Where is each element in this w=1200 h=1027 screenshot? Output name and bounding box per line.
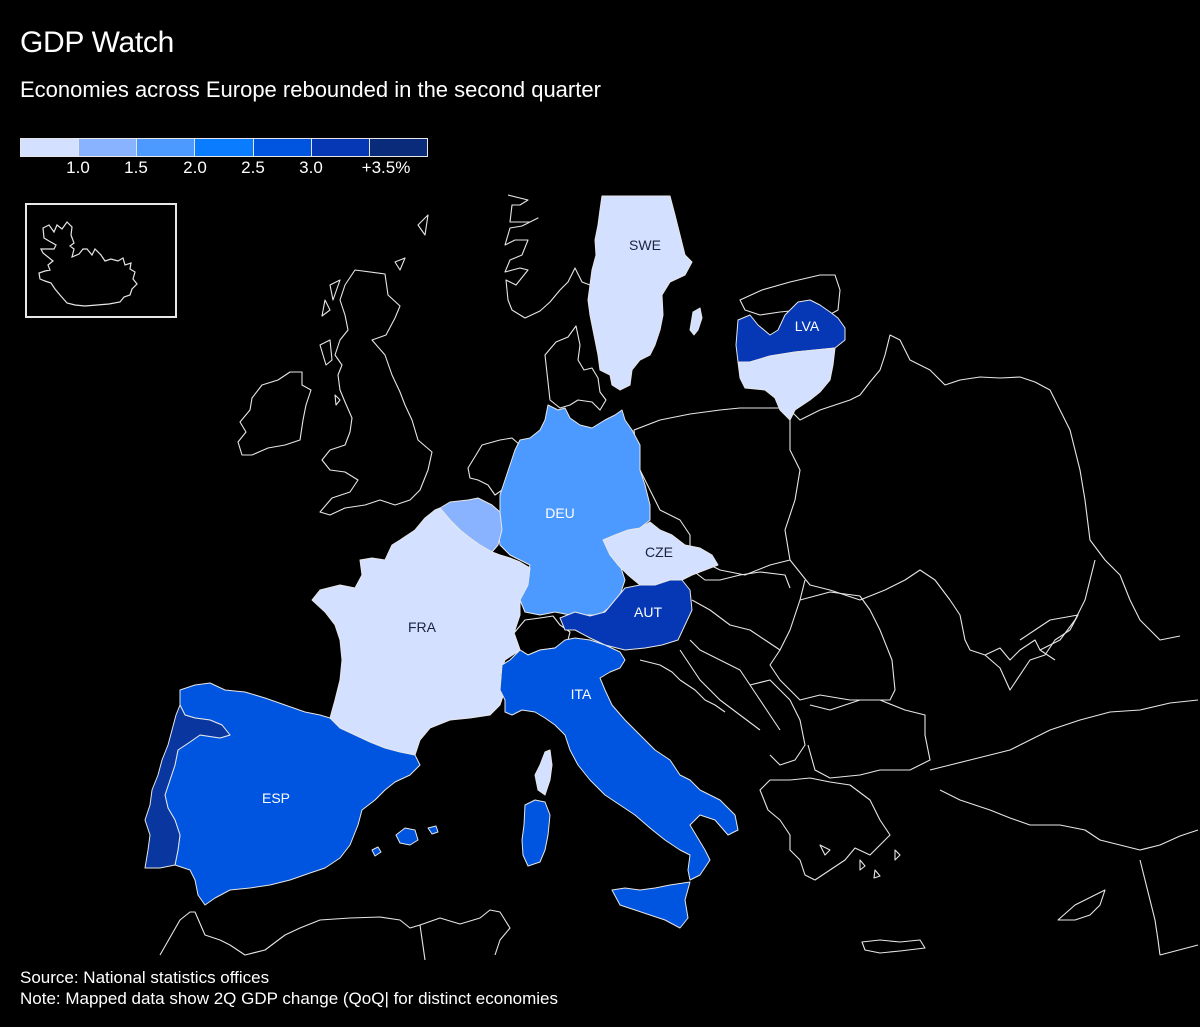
cyprus-outline <box>1057 889 1106 921</box>
serbia-borders <box>749 679 806 766</box>
country-swe <box>587 195 693 391</box>
legend-tick: 2.0 <box>183 158 207 177</box>
country-prt <box>144 704 231 869</box>
source-note: Source: National statistics offices <box>20 968 270 987</box>
label-deu: DEU <box>545 505 575 521</box>
legend-swatch-3 <box>195 139 254 156</box>
country-esp-balearics <box>395 827 419 846</box>
iceland-outline <box>38 221 138 307</box>
legend-tick: 1.5 <box>124 158 148 177</box>
legend-swatch-2 <box>137 139 196 156</box>
country-cze <box>602 521 719 586</box>
romania-outline <box>769 591 896 701</box>
greece-outline <box>759 777 891 881</box>
legend-swatch-4 <box>253 139 312 156</box>
country-ita-sardinia <box>521 799 551 867</box>
label-esp: ESP <box>262 790 290 806</box>
poland-outline <box>633 407 801 576</box>
legend-tick: 2.5 <box>241 158 265 177</box>
country-esp-ibiza <box>371 846 382 857</box>
north-africa-coast <box>159 909 511 956</box>
country-esp-menorca <box>427 825 439 835</box>
label-cze: CZE <box>645 544 673 560</box>
legend-ticks: 1.0 1.5 2.0 2.5 3.0 +3.5% <box>20 157 428 179</box>
legend-swatch-5 <box>311 139 370 156</box>
label-fra: FRA <box>408 619 437 635</box>
filled-countries <box>144 195 846 929</box>
label-swe: SWE <box>629 237 661 253</box>
country-borders <box>159 194 1199 960</box>
middle-east-coast <box>1139 859 1199 956</box>
norway-outline <box>504 194 596 319</box>
country-ita-sicily <box>611 881 691 929</box>
chart-title: GDP Watch <box>20 26 175 59</box>
crimea-outline <box>984 614 1079 691</box>
turkey-coast <box>929 699 1199 771</box>
bulgaria-outline <box>807 699 931 779</box>
country-ltu <box>737 347 836 421</box>
estonia-outline <box>739 274 841 321</box>
label-aut: AUT <box>634 604 662 620</box>
hungary-romania-border <box>691 579 806 651</box>
footer: Source: National statistics offices Note… <box>20 967 558 1009</box>
legend-swatch-0 <box>21 139 80 156</box>
croatia-bosnia-borders <box>679 639 781 731</box>
legend-bar <box>20 138 428 157</box>
europe-map: SWE LVA DEU CZE AUT FRA ITA ESP <box>144 194 1199 960</box>
country-fra-corsica <box>534 749 553 796</box>
country-aut <box>559 579 693 651</box>
belarus-ukraine-border <box>789 334 1181 641</box>
iceland-inset <box>25 203 177 318</box>
country-ita <box>499 637 739 881</box>
legend-tick: +3.5% <box>361 158 411 177</box>
crete-outline <box>861 939 926 954</box>
legend-swatch-6 <box>369 139 427 156</box>
great-britain-outline <box>319 269 433 516</box>
country-labels: SWE LVA DEU CZE AUT FRA ITA ESP <box>262 237 820 806</box>
ireland-outline <box>237 371 312 456</box>
data-note: Note: Mapped data show 2Q GDP change (Qo… <box>20 989 558 1008</box>
country-deu <box>497 404 651 616</box>
legend-swatch-1 <box>79 139 138 156</box>
label-ita: ITA <box>571 686 592 702</box>
ukraine-south-border <box>789 559 1056 661</box>
denmark-outline <box>544 325 607 411</box>
legend-tick: 1.0 <box>66 158 90 177</box>
slovakia-hungary-border <box>691 569 791 589</box>
color-legend: 1.0 1.5 2.0 2.5 3.0 +3.5% <box>20 138 428 179</box>
legend-tick: 3.0 <box>299 158 323 177</box>
label-lva: LVA <box>795 318 820 334</box>
chart-subtitle: Economies across Europe rebounded in the… <box>20 77 601 102</box>
country-swe-gotland <box>689 307 703 336</box>
